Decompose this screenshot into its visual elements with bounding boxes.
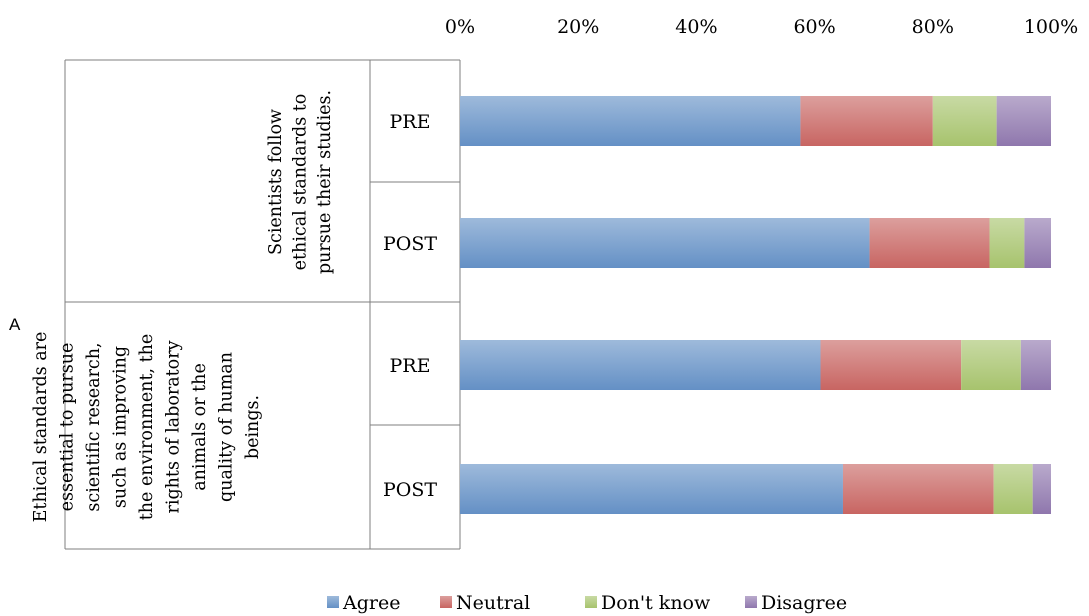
bar-don-t-know-post-2 (989, 218, 1025, 268)
group-label-line: rights of laboratory (164, 340, 184, 513)
bar-don-t-know-post-4 (993, 464, 1033, 514)
x-tick-label: 20% (557, 16, 599, 38)
x-tick-label: 80% (912, 16, 954, 38)
group-label-line: Scientists follow (266, 109, 286, 255)
group-label-line: such as improving (111, 346, 131, 508)
bar-don-t-know-pre-1 (932, 96, 997, 146)
bar-agree-post-4 (460, 464, 843, 514)
bar-agree-post-2 (460, 218, 870, 268)
bar-agree-pre-3 (460, 340, 821, 390)
panel-label: A (9, 315, 21, 334)
row-label-pre: PRE (390, 355, 431, 377)
group-label-line: pursue their studies. (315, 90, 335, 274)
bars (460, 96, 1051, 514)
legend-swatch (327, 596, 339, 608)
legend-label: Neutral (456, 592, 530, 614)
row-label-pre: PRE (390, 111, 431, 133)
group-labels: Scientists follow ethical standards to pur… (31, 90, 335, 522)
legend-item-don-t-know: Don't know (585, 592, 711, 614)
legend-label: Disagree (761, 592, 847, 614)
bar-disagree-pre-1 (996, 96, 1051, 146)
legend-label: Don't know (601, 592, 711, 614)
legend-item-agree: Agree (327, 592, 400, 614)
group-label-line: essential to pursue (58, 343, 78, 512)
bar-neutral-post-2 (869, 218, 990, 268)
legend-item-disagree: Disagree (745, 592, 847, 614)
legend-swatch (745, 596, 757, 608)
bar-agree-pre-1 (460, 96, 801, 146)
legend-swatch (585, 596, 597, 608)
group-label-line: the environment, the (137, 334, 157, 521)
legend: Agree Neutral Don't know Disagree (327, 592, 847, 614)
bar-neutral-pre-3 (820, 340, 962, 390)
bar-disagree-pre-3 (1020, 340, 1051, 390)
group-label-line: Ethical standards are (31, 332, 51, 523)
group-label-1: Scientists follow ethical standards to pur… (266, 90, 335, 274)
x-axis-ticks: 0% 20% 40% 60% 80% 100% (445, 16, 1078, 38)
bar-disagree-post-2 (1024, 218, 1051, 268)
group-label-line: beings. (243, 395, 263, 459)
group-label-line: scientific research, (84, 342, 104, 511)
bar-don-t-know-pre-3 (961, 340, 1021, 390)
group-label-2: Ethical standards are essential to pursue… (31, 332, 263, 523)
group-label-line: quality of human (217, 352, 237, 502)
bar-neutral-pre-1 (800, 96, 933, 146)
legend-item-neutral: Neutral (440, 592, 530, 614)
x-tick-label: 100% (1024, 16, 1078, 38)
bar-neutral-post-4 (842, 464, 994, 514)
x-tick-label: 40% (675, 16, 717, 38)
bar-disagree-post-4 (1032, 464, 1051, 514)
group-label-line: animals or the (190, 363, 210, 491)
x-tick-label: 60% (793, 16, 835, 38)
legend-label: Agree (342, 592, 400, 614)
legend-swatch (440, 596, 452, 608)
row-label-post: POST (383, 233, 437, 255)
group-label-line: ethical standards to (291, 94, 311, 271)
row-labels: PRE POST PRE POST (383, 111, 437, 501)
x-tick-label: 0% (445, 16, 475, 38)
row-label-post: POST (383, 479, 437, 501)
